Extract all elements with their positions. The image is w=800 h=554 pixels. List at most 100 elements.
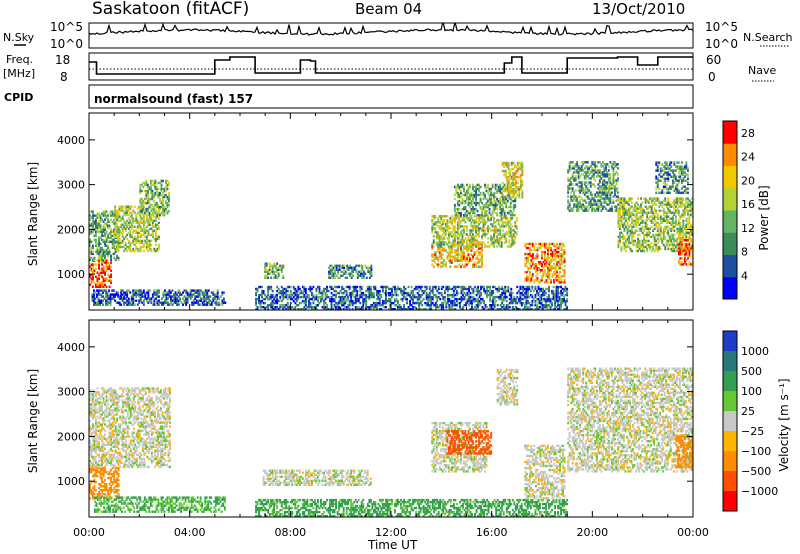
- cell: [96, 303, 98, 306]
- cell: [485, 205, 488, 209]
- cell: [563, 297, 565, 301]
- cell: [500, 243, 503, 246]
- cell: [466, 217, 468, 220]
- cell: [165, 181, 167, 185]
- cell: [304, 301, 307, 305]
- cell: [437, 235, 440, 238]
- cell: [422, 289, 425, 293]
- cell: [216, 291, 219, 294]
- cell: [158, 243, 160, 247]
- cell: [153, 211, 156, 214]
- cell: [314, 295, 316, 299]
- cell: [567, 195, 570, 198]
- cell: [502, 225, 505, 228]
- cell: [485, 209, 488, 213]
- cell: [356, 274, 359, 277]
- cell: [280, 291, 283, 295]
- cell: [508, 211, 511, 215]
- cell: [623, 237, 626, 241]
- cell: [303, 295, 306, 299]
- cell: [96, 248, 99, 252]
- cell: [365, 293, 368, 297]
- cell: [336, 308, 339, 310]
- cell: [99, 273, 102, 276]
- cell: [133, 205, 136, 208]
- cell: [617, 167, 619, 170]
- cell: [165, 295, 168, 298]
- cell: [502, 201, 505, 205]
- cell: [100, 289, 103, 292]
- cell: [539, 299, 541, 303]
- cell: [469, 247, 471, 250]
- cell: [375, 308, 378, 310]
- cell: [365, 297, 368, 301]
- cell: [270, 306, 273, 309]
- cell: [154, 185, 157, 189]
- cell: [567, 179, 570, 182]
- cell: [166, 185, 169, 189]
- cell: [197, 299, 200, 302]
- cell: [105, 222, 108, 225]
- cell: [410, 291, 413, 295]
- cell: [372, 285, 375, 289]
- cell: [503, 225, 506, 228]
- cell: [120, 223, 123, 226]
- cell: [588, 207, 591, 210]
- cell: [191, 295, 194, 298]
- cell: [577, 189, 580, 192]
- cell: [315, 287, 318, 291]
- cell: [124, 207, 127, 210]
- cell: [104, 271, 106, 274]
- cell: [553, 252, 555, 256]
- cell: [502, 297, 505, 301]
- cell: [583, 177, 586, 180]
- cell: [531, 261, 534, 264]
- cell: [474, 299, 476, 303]
- cell: [434, 255, 437, 258]
- cell: [277, 268, 280, 271]
- cell: [145, 183, 148, 187]
- cell: [504, 188, 507, 191]
- cell: [431, 287, 434, 291]
- cell: [117, 239, 120, 243]
- cell: [424, 285, 427, 289]
- cell: [496, 235, 499, 238]
- cell: [156, 235, 159, 239]
- cell: [510, 293, 513, 297]
- cell: [611, 205, 613, 208]
- cell: [154, 291, 157, 294]
- cell: [619, 233, 621, 237]
- cell: [535, 256, 537, 260]
- cell: [416, 301, 419, 305]
- cell: [491, 243, 494, 246]
- cell: [570, 161, 573, 164]
- cell: [467, 217, 470, 220]
- cell: [342, 291, 345, 295]
- cell: [114, 221, 117, 224]
- cell: [434, 301, 437, 305]
- cell: [583, 167, 586, 170]
- cell: [600, 209, 603, 212]
- cell: [104, 226, 106, 229]
- cell: [95, 285, 97, 288]
- cell: [162, 293, 165, 296]
- cell: [594, 185, 597, 188]
- cell: [162, 214, 164, 217]
- cell: [156, 299, 159, 302]
- cell: [317, 297, 319, 301]
- cell: [479, 241, 482, 244]
- cell: [349, 264, 352, 267]
- cell: [215, 303, 218, 306]
- cell: [579, 167, 582, 170]
- cell: [258, 293, 260, 297]
- cell: [155, 193, 158, 197]
- cell: [478, 187, 480, 191]
- cell: [557, 285, 559, 289]
- cell: [197, 291, 200, 294]
- cell: [358, 270, 361, 273]
- cell: [99, 228, 102, 231]
- cell: [413, 293, 416, 297]
- cell: [622, 213, 624, 216]
- cell: [547, 267, 549, 270]
- cell: [525, 287, 528, 291]
